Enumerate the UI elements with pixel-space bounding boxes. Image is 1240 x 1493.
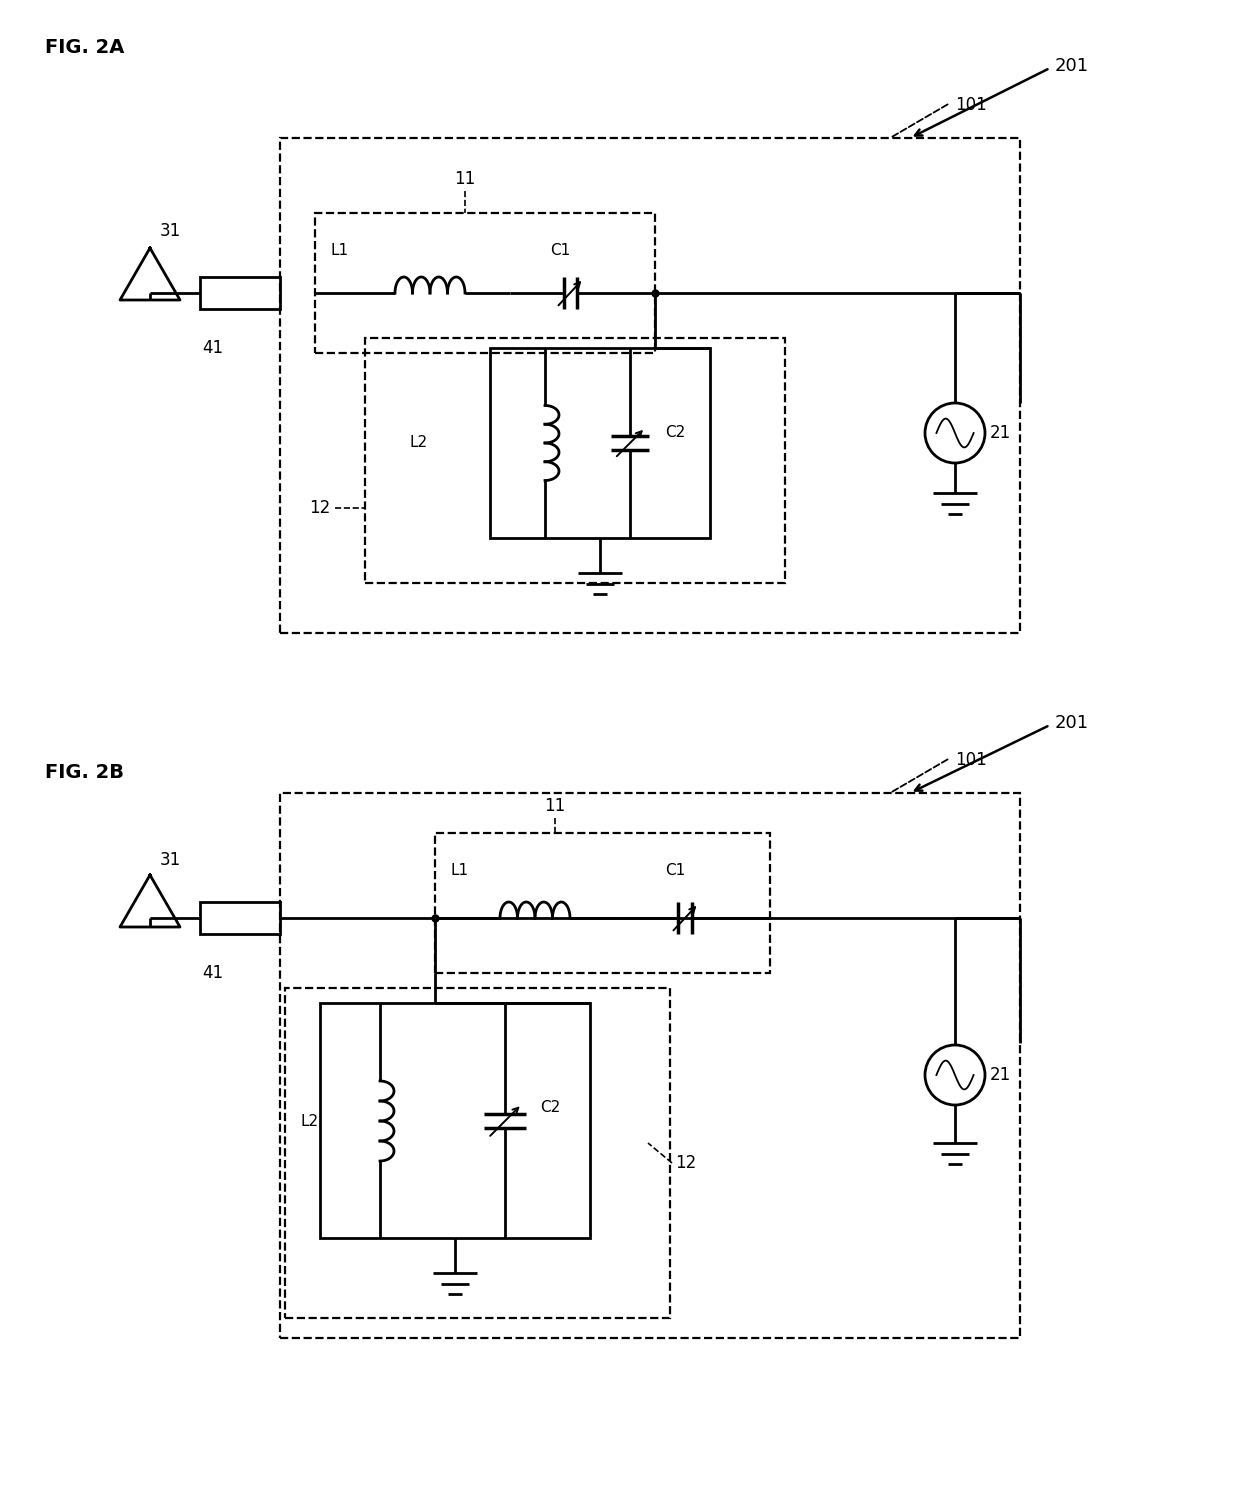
Text: 12: 12 bbox=[675, 1154, 696, 1172]
Text: 31: 31 bbox=[160, 851, 181, 869]
Text: L2: L2 bbox=[410, 436, 428, 451]
Text: L2: L2 bbox=[300, 1114, 319, 1129]
Text: 31: 31 bbox=[160, 222, 181, 240]
Bar bbox=[200, 278, 280, 309]
Text: 41: 41 bbox=[202, 339, 223, 357]
Bar bbox=[315, 213, 655, 352]
Bar bbox=[285, 988, 670, 1318]
Text: C1: C1 bbox=[665, 863, 686, 878]
Text: L1: L1 bbox=[450, 863, 469, 878]
Text: 11: 11 bbox=[544, 797, 565, 815]
Text: 101: 101 bbox=[955, 96, 987, 113]
Text: 201: 201 bbox=[1055, 57, 1089, 75]
Text: 21: 21 bbox=[990, 1066, 1012, 1084]
Text: L1: L1 bbox=[330, 243, 348, 258]
Text: 201: 201 bbox=[1055, 714, 1089, 732]
Text: 12: 12 bbox=[309, 499, 330, 517]
Text: C2: C2 bbox=[665, 426, 686, 440]
Bar bbox=[280, 793, 1021, 1338]
Text: 21: 21 bbox=[990, 424, 1012, 442]
Bar bbox=[365, 337, 785, 582]
Text: C1: C1 bbox=[551, 243, 570, 258]
Bar bbox=[200, 902, 280, 935]
Text: FIG. 2B: FIG. 2B bbox=[45, 763, 124, 782]
Text: 41: 41 bbox=[202, 964, 223, 982]
Bar bbox=[320, 1003, 590, 1238]
Bar bbox=[435, 833, 770, 973]
Text: 101: 101 bbox=[955, 751, 987, 769]
Bar bbox=[280, 137, 1021, 633]
Bar bbox=[490, 348, 711, 537]
Text: 11: 11 bbox=[454, 170, 476, 188]
Text: FIG. 2A: FIG. 2A bbox=[45, 37, 124, 57]
Text: C2: C2 bbox=[539, 1100, 560, 1115]
